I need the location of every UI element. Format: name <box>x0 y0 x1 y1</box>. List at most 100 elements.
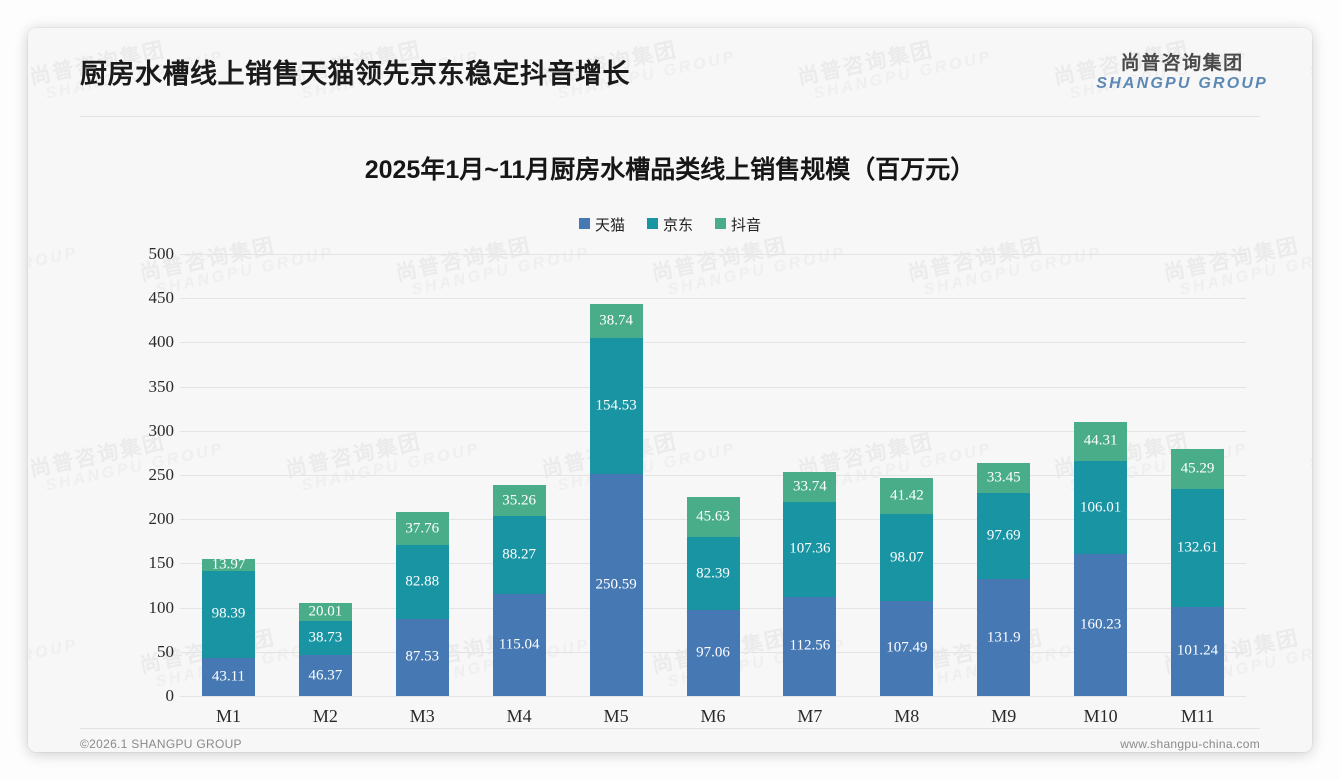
legend-item-2[interactable]: 京东 <box>646 214 693 235</box>
bar-segment[interactable]: 43.11 <box>201 657 255 696</box>
y-axis-tick-label: 100 <box>148 597 175 617</box>
x-axis-tick-label: M10 <box>1083 706 1118 726</box>
y-axis-tick-label: 250 <box>148 465 175 484</box>
bar-value-label: 33.45 <box>986 469 1021 486</box>
bar-segment[interactable]: 97.06 <box>686 610 740 696</box>
bar-group[interactable]: 131.9 97.69 33.45 <box>977 463 1031 696</box>
bar-value-label: 101.24 <box>1176 642 1219 659</box>
legend-item-1[interactable]: 天猫 <box>578 214 625 235</box>
bar-segment[interactable]: 107.36 <box>783 501 837 597</box>
bar-segment[interactable]: 45.29 <box>1171 449 1225 490</box>
header-divider <box>80 116 1260 117</box>
bar-segment[interactable]: 82.88 <box>395 545 449 619</box>
y-axis-tick-label: 200 <box>148 509 175 529</box>
bar-segment[interactable]: 115.04 <box>492 594 546 696</box>
y-axis-tick-label: 400 <box>148 332 175 352</box>
bar-value-label: 107.49 <box>886 639 928 656</box>
bar-segment[interactable]: 101.24 <box>1171 606 1225 696</box>
bar-group[interactable]: 101.24 132.61 45.29 <box>1171 449 1225 696</box>
bar-value-label: 20.01 <box>308 603 343 620</box>
bar-segment[interactable]: 98.39 <box>201 570 255 658</box>
bar-segment[interactable]: 107.49 <box>880 600 934 696</box>
bar-value-label: 87.53 <box>405 648 440 665</box>
x-axis-tick-label: M9 <box>991 706 1017 726</box>
bar-value-label: 160.23 <box>1080 616 1122 633</box>
x-axis-tick-label: M2 <box>312 706 338 726</box>
x-axis-tick-label: M7 <box>797 706 823 726</box>
legend-swatch-icon <box>715 218 726 230</box>
bar-value-label: 154.53 <box>595 397 637 414</box>
bar-value-label: 43.11 <box>211 668 246 685</box>
bar-segment[interactable]: 38.74 <box>589 303 643 338</box>
x-axis-tick-label: M1 <box>215 706 241 726</box>
footer-copyright: ©2026.1 SHANGPU GROUP <box>80 737 242 751</box>
bar-segment[interactable]: 82.39 <box>686 537 740 611</box>
bar-segment[interactable]: 112.56 <box>783 596 837 696</box>
plot-area: 500 450 400 350 300 250 200 150 100 50 0 43.11 98.3… <box>149 244 1246 726</box>
bar-segment[interactable]: 13.97 <box>201 556 255 573</box>
bar-group[interactable]: 250.59 154.53 38.74 <box>589 303 643 696</box>
chart-plot: 500 450 400 350 300 250 200 150 100 50 0 43.11 98.3… <box>28 28 1312 752</box>
bar-value-label: 13.97 <box>211 556 246 573</box>
bar-value-label: 106.01 <box>1080 499 1122 515</box>
bar-segment[interactable]: 98.07 <box>880 514 934 601</box>
bar-value-label: 97.06 <box>696 644 730 661</box>
bar-segment[interactable]: 37.76 <box>395 511 449 546</box>
bar-value-label: 38.74 <box>599 312 633 329</box>
bar-value-label: 38.73 <box>308 629 343 646</box>
bar-segment[interactable]: 38.73 <box>298 620 352 656</box>
legend-label: 天猫 <box>594 217 625 234</box>
bar-group[interactable]: 112.56 107.36 33.74 <box>783 471 837 696</box>
bar-group[interactable]: 43.11 98.39 13.97 <box>201 556 255 696</box>
legend-swatch-icon <box>578 218 590 230</box>
bar-segment[interactable]: 45.63 <box>686 497 740 538</box>
bar-group[interactable]: 97.06 82.39 45.63 <box>686 497 740 696</box>
bar-segment[interactable]: 106.01 <box>1074 460 1128 555</box>
bar-segment[interactable]: 44.31 <box>1074 421 1128 461</box>
bar-segment[interactable]: 160.23 <box>1074 554 1128 696</box>
bar-segment[interactable]: 46.37 <box>298 655 352 696</box>
legend-label: 抖音 <box>731 217 762 234</box>
bar-value-label: 132.61 <box>1176 539 1219 556</box>
y-axis-tick-label: 0 <box>165 686 175 705</box>
y-axis-tick-label: 300 <box>148 420 175 440</box>
bar-group[interactable]: 160.23 106.01 44.31 <box>1074 421 1128 696</box>
bar-segment[interactable]: 41.42 <box>880 477 934 515</box>
bar-value-label: 131.9 <box>986 629 1021 646</box>
slide-header: 厨房水槽线上销售天猫领先京东稳定抖音增长 尚普咨询集团 SHANGPU GROU… <box>28 28 1312 116</box>
bar-value-label: 33.74 <box>793 478 827 495</box>
x-axis-tick-label: M5 <box>603 706 629 726</box>
bar-group[interactable]: 87.53 82.88 37.76 <box>395 511 449 696</box>
y-axis-tick-label: 150 <box>148 553 175 573</box>
bar-group[interactable]: 46.37 38.73 20.01 <box>298 603 352 696</box>
bar-series-container: 43.11 98.39 13.97 46.37 38.73 20.01 87.53 82.88… <box>180 254 1246 696</box>
bar-group[interactable]: 107.49 98.07 41.42 <box>880 477 934 696</box>
bar-segment[interactable]: 33.45 <box>977 463 1031 494</box>
bar-segment[interactable]: 154.53 <box>589 337 643 475</box>
bar-segment[interactable]: 131.9 <box>977 579 1031 696</box>
gridline <box>180 254 1246 255</box>
x-axis-tick-label: M3 <box>409 706 435 726</box>
bar-segment[interactable]: 250.59 <box>589 474 643 696</box>
bar-segment[interactable]: 20.01 <box>298 603 352 621</box>
bar-segment[interactable]: 35.26 <box>492 485 546 517</box>
bar-value-label: 97.69 <box>986 527 1021 544</box>
bar-segment[interactable]: 33.74 <box>783 471 837 502</box>
bar-value-label: 88.27 <box>502 546 537 563</box>
bar-segment[interactable]: 132.61 <box>1171 489 1225 607</box>
footer-website: www.shangpu-china.com <box>1120 737 1260 751</box>
slide-card: 尚普咨询集团 SHANGPU GROUP 尚普咨询集团 SHANGPU GROUP 尚普… <box>28 28 1312 752</box>
bar-group[interactable]: 115.04 88.27 35.26 <box>492 485 546 696</box>
bar-segment[interactable]: 88.27 <box>492 516 546 595</box>
gridline <box>180 298 1246 300</box>
bar-value-label: 45.63 <box>696 508 730 525</box>
bar-segment[interactable]: 97.69 <box>977 493 1031 580</box>
x-axis-tick-label: M6 <box>700 706 726 726</box>
bar-value-label: 35.26 <box>502 492 537 509</box>
gridline <box>180 696 1246 697</box>
brand-name-cn: 尚普咨询集团 <box>1120 53 1244 74</box>
bar-segment[interactable]: 87.53 <box>395 618 449 696</box>
chart-legend: 天猫 京东 抖音 <box>28 214 1312 235</box>
legend-item-3[interactable]: 抖音 <box>715 214 761 235</box>
bar-value-label: 98.39 <box>211 605 246 622</box>
